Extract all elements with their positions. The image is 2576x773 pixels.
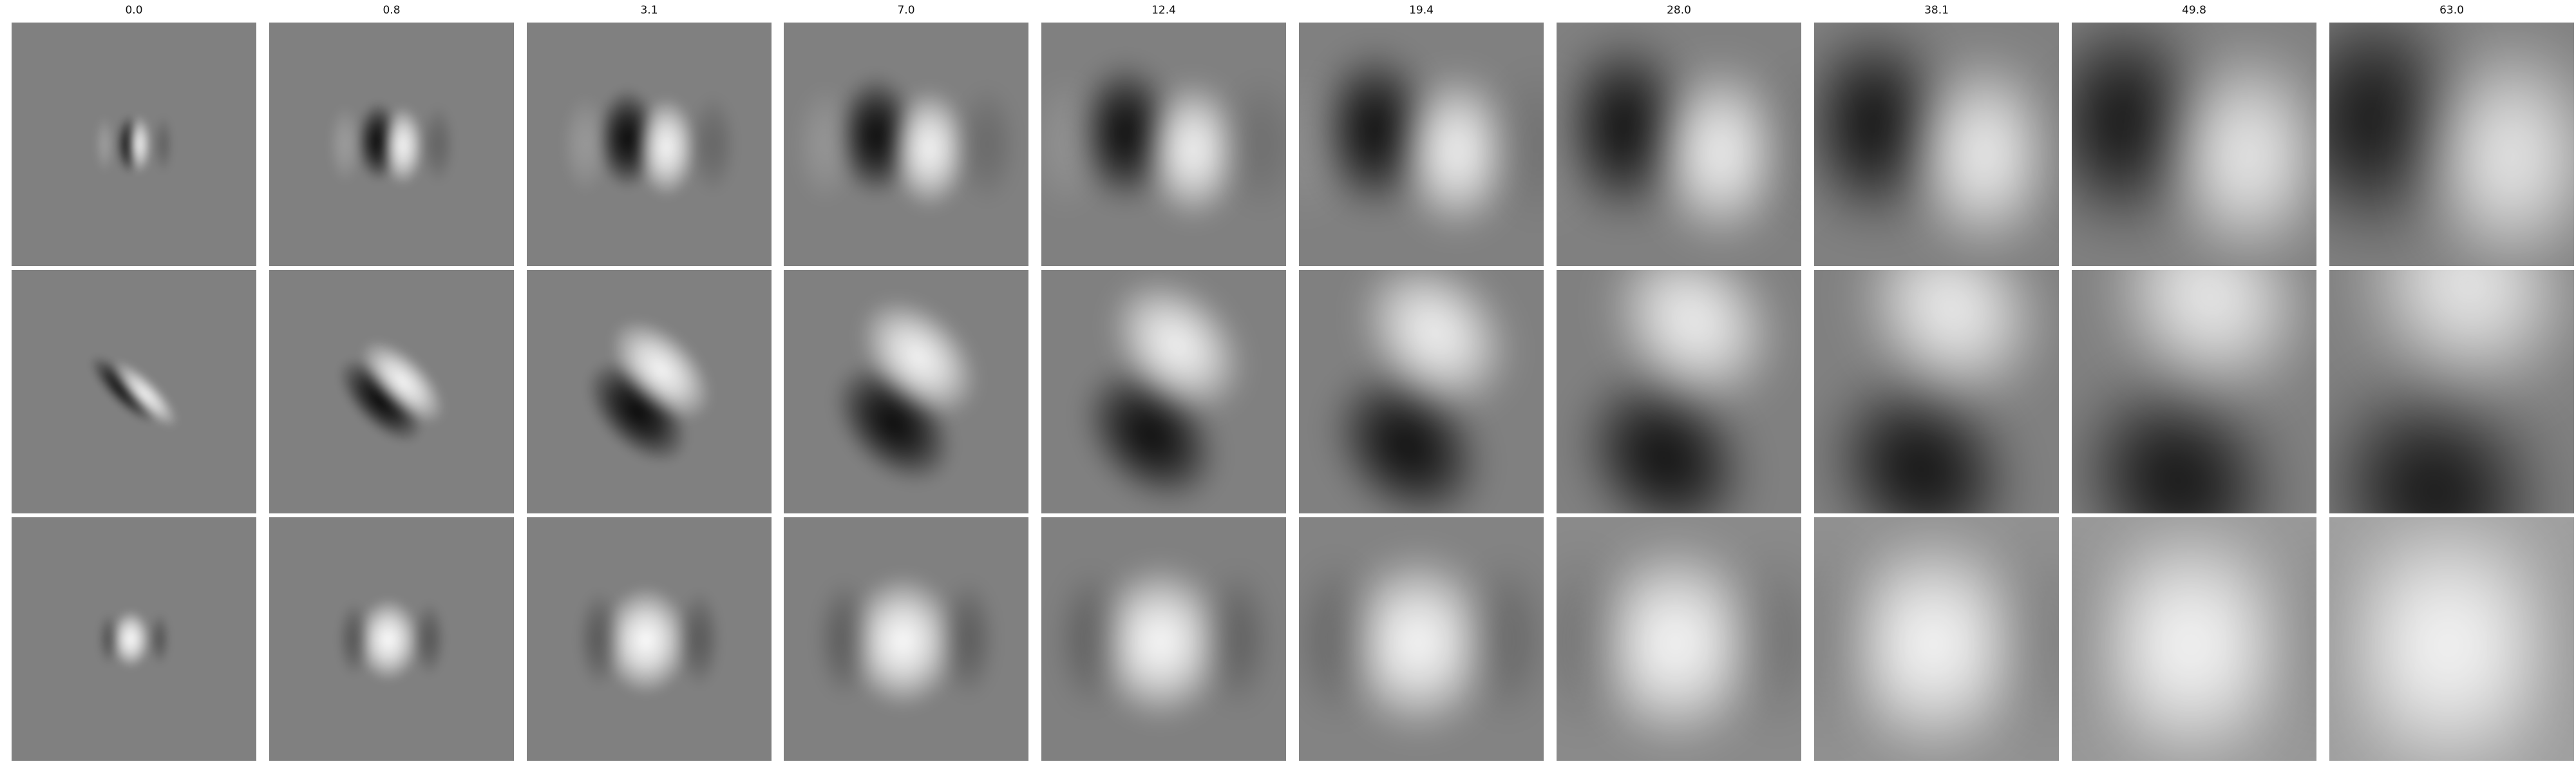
wide-light-wash: [2329, 517, 2574, 761]
left-dark-lobe: [99, 613, 118, 665]
outer-light-lobe: [793, 83, 857, 205]
filter-panel-r1-c0: [12, 270, 256, 513]
filter-panel-r2-c3: [784, 517, 1028, 761]
right-dark-lobe: [940, 578, 996, 700]
outer-light-lobe: [562, 94, 610, 195]
filter-panel-r2-c6: [1534, 517, 1824, 761]
left-dark-lobe: [338, 602, 370, 677]
filter-panel-r2-c4: [1041, 517, 1286, 761]
right-dark-lobe: [1204, 567, 1273, 712]
wide-light-wash: [2072, 517, 2316, 761]
filter-panel-r2-c1: [269, 517, 514, 761]
left-dark-lobe: [1056, 567, 1124, 712]
light-lobe: [128, 115, 151, 173]
wide-light-wash: [1814, 517, 2059, 761]
filter-panel-r0-c5: [1260, 23, 1583, 266]
outer-light-lobe: [95, 115, 114, 173]
outer-dark-lobe: [688, 94, 737, 195]
right-dark-lobe: [677, 590, 721, 689]
filter-panel-r1-c3: [784, 270, 1028, 513]
filter-panel-r1-c5: [1297, 223, 1546, 557]
wide-light-wash: [1299, 517, 1544, 761]
outer-dark-lobe: [421, 104, 455, 184]
outer-dark-lobe: [1223, 72, 1301, 216]
light-lobe: [382, 106, 424, 186]
filter-panel-r2-c8: [2012, 513, 2375, 773]
filter-panel-r2-c0: [12, 517, 256, 761]
outer-light-lobe: [328, 104, 362, 184]
filter-panel-r0-c0: [12, 23, 256, 266]
outer-dark-lobe: [956, 83, 1019, 205]
filter-panel-r1-c2: [527, 270, 772, 513]
filter-panel-r0-c6: [1493, 23, 1866, 266]
wide-light-wash: [1557, 517, 1801, 761]
filter-panel-r0-c4: [1027, 23, 1301, 266]
outer-dark-lobe: [154, 115, 173, 173]
filter-panel-r0-c2: [527, 23, 772, 266]
filter-panel-r1-c4: [1041, 249, 1286, 531]
filter-panel-r1-c1: [269, 270, 514, 513]
filter-panel-r2-c7: [1774, 517, 2100, 763]
right-dark-lobe: [150, 613, 169, 665]
filter-panel-r2-c5: [1294, 517, 1548, 761]
light-lobe: [636, 97, 697, 198]
filter-panel-r0-c3: [784, 23, 1028, 266]
outer-light-lobe: [1027, 72, 1104, 216]
panel-grid: [12, 0, 2576, 773]
right-dark-lobe: [413, 602, 445, 677]
filter-panel-r0-c1: [269, 23, 514, 266]
left-dark-lobe: [816, 578, 872, 700]
filter-panel-r2-c2: [527, 517, 772, 761]
left-dark-lobe: [577, 590, 621, 689]
